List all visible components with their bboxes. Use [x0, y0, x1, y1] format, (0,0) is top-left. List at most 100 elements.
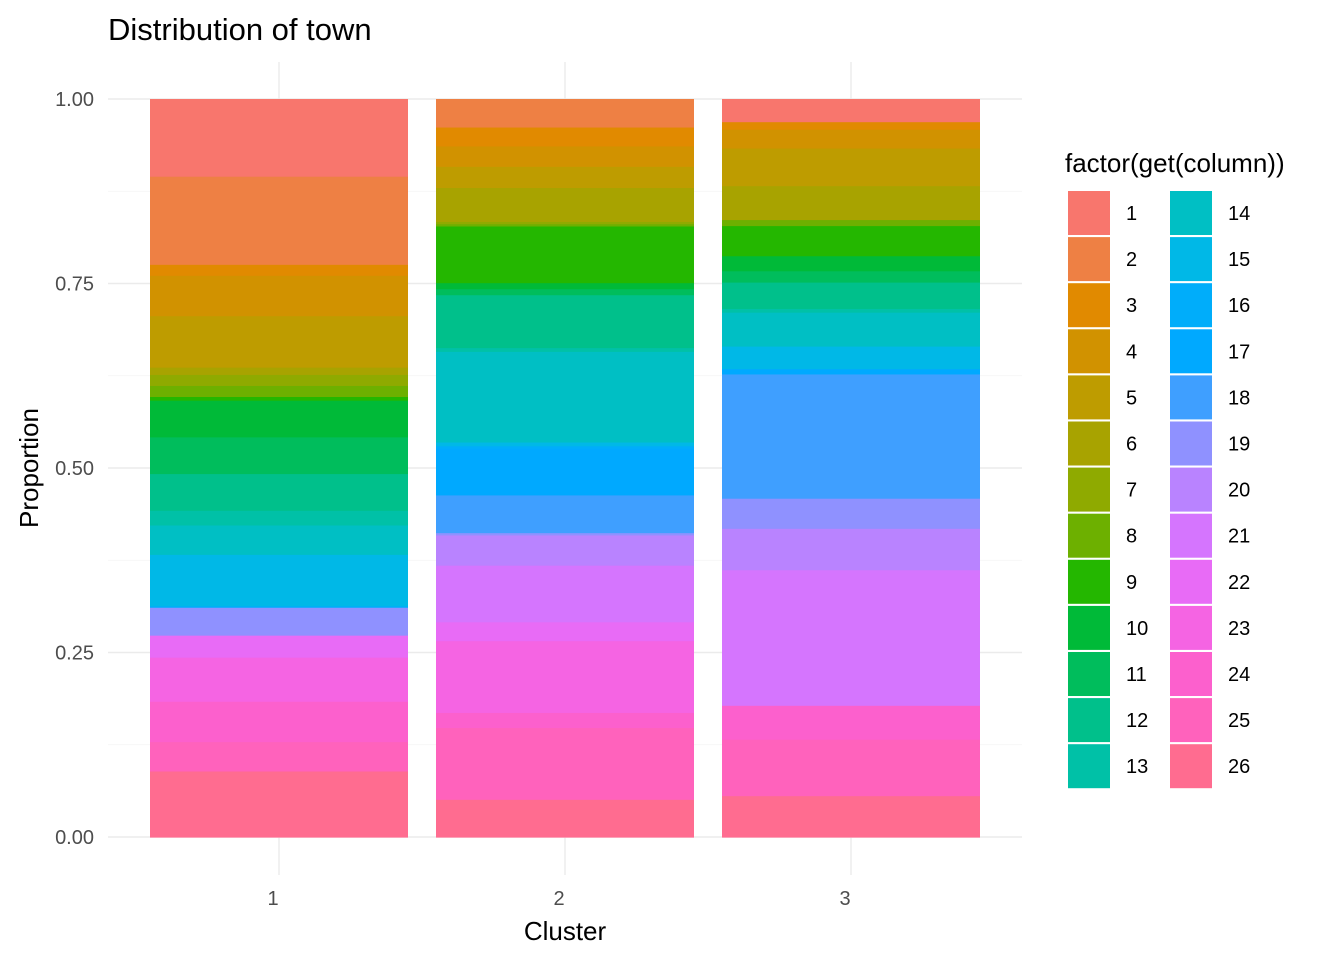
- bar-segment-cluster-1-town-1: [150, 99, 408, 177]
- legend-key-15: [1170, 237, 1212, 282]
- legend-key-2: [1068, 237, 1110, 282]
- legend-key-9: [1068, 559, 1110, 604]
- bar-segment-cluster-1-town-7: [150, 374, 408, 386]
- bar-segment-cluster-2-town-24: [436, 712, 694, 729]
- legend-key-5: [1068, 375, 1110, 420]
- bar-segment-cluster-2-town-11: [436, 288, 694, 296]
- bar-segment-cluster-2-town-22: [436, 621, 694, 642]
- bar-segment-cluster-2-town-16: [436, 445, 694, 449]
- bar-segment-cluster-2-town-2: [436, 99, 694, 128]
- x-tick-label: 2: [553, 888, 564, 910]
- bar-segment-cluster-2-town-13: [436, 347, 694, 352]
- legend-key-18: [1170, 375, 1212, 420]
- legend-label-4: 4: [1126, 341, 1137, 363]
- legend-key-19: [1170, 421, 1212, 466]
- legend-key-24: [1170, 652, 1212, 696]
- bar-segment-cluster-3-town-10: [722, 255, 980, 272]
- bar-segment-cluster-3-town-25: [722, 739, 980, 797]
- bar-segment-cluster-2-town-14: [436, 351, 694, 443]
- legend-key-22: [1170, 559, 1212, 604]
- legend-label-7: 7: [1126, 480, 1137, 502]
- legend-key-11: [1068, 652, 1110, 696]
- bar-segment-cluster-3-town-5: [722, 147, 980, 187]
- x-tick-label: 1: [267, 888, 278, 910]
- bar-segment-cluster-2-town-20: [436, 534, 694, 566]
- legend-key-1: [1068, 191, 1110, 235]
- bar-segment-cluster-1-town-14: [150, 524, 408, 555]
- bar-segment-cluster-1-town-6: [150, 367, 408, 375]
- legend-label-8: 8: [1126, 526, 1137, 548]
- legend-label-5: 5: [1126, 387, 1137, 409]
- x-tick-label: 3: [839, 888, 850, 910]
- legend-label-16: 16: [1228, 295, 1250, 317]
- bar-segment-cluster-1-town-23: [150, 657, 408, 702]
- legend-key-26: [1170, 744, 1212, 789]
- bar-segment-cluster-2-town-7: [436, 221, 694, 225]
- y-axis-title: Proportion: [14, 408, 44, 528]
- bar-segment-cluster-2-town-26: [436, 799, 694, 838]
- legend-label-13: 13: [1126, 756, 1148, 778]
- legend-key-10: [1068, 605, 1110, 650]
- bar-segment-cluster-2-town-8: [436, 223, 694, 227]
- legend-label-24: 24: [1228, 664, 1250, 686]
- bar-segment-cluster-1-town-11: [150, 436, 408, 475]
- bar-segment-cluster-2-town-6: [436, 187, 694, 222]
- legend-label-26: 26: [1228, 756, 1250, 778]
- bar-segment-cluster-1-town-25: [150, 741, 408, 772]
- bar-segment-cluster-2-town-15: [436, 441, 694, 447]
- bar-segment-cluster-1-town-16: [150, 605, 408, 608]
- y-tick-label: 1.00: [55, 89, 94, 111]
- legend-label-2: 2: [1126, 249, 1137, 271]
- bar-segment-cluster-3-town-11: [722, 270, 980, 283]
- y-tick-label: 0.75: [55, 274, 94, 296]
- legend-label-12: 12: [1126, 710, 1148, 732]
- bar-segment-cluster-2-town-9: [436, 225, 694, 284]
- bar-segment-cluster-3-town-18: [722, 373, 980, 499]
- bar-segment-cluster-1-town-9: [150, 396, 408, 401]
- bar-segment-cluster-2-town-21: [436, 565, 694, 623]
- legend-key-4: [1068, 329, 1110, 374]
- bar-segment-cluster-2-town-5: [436, 166, 694, 188]
- x-axis-ticks: 1 2 3: [267, 888, 850, 910]
- legend-label-23: 23: [1228, 618, 1250, 640]
- bar-segment-cluster-3-town-6: [722, 185, 980, 221]
- bar-segment-cluster-1-town-13: [150, 510, 408, 526]
- bar-segment-cluster-1-town-3: [150, 264, 408, 276]
- legend-title: factor(get(column)): [1065, 148, 1285, 178]
- legend-label-15: 15: [1228, 249, 1250, 271]
- bar-segment-cluster-1-town-15: [150, 554, 408, 607]
- bar-segment-cluster-2-town-18: [436, 494, 694, 534]
- bar-segment-cluster-2-town-12: [436, 294, 694, 349]
- legend-label-1: 1: [1126, 203, 1137, 225]
- legend-key-25: [1170, 698, 1212, 743]
- bar-segment-cluster-1-town-4: [150, 275, 408, 317]
- bar-segment-cluster-3-town-24: [722, 705, 980, 740]
- bar-segment-cluster-1-town-24: [150, 701, 408, 743]
- legend-key-8: [1068, 513, 1110, 558]
- bar-segment-cluster-3-town-20: [722, 528, 980, 571]
- legend-label-17: 17: [1228, 341, 1250, 363]
- legend-key-14: [1170, 191, 1212, 235]
- bar-segment-cluster-3-town-3: [722, 121, 980, 130]
- bar-segment-cluster-2-town-4: [436, 145, 694, 167]
- bar-segment-cluster-1-town-19: [150, 607, 408, 636]
- legend-label-10: 10: [1126, 618, 1148, 640]
- legend-label-3: 3: [1126, 295, 1137, 317]
- legend-label-6: 6: [1126, 434, 1137, 456]
- bar-segment-cluster-3-town-8: [722, 219, 980, 227]
- bar-segment-cluster-3-town-14: [722, 312, 980, 347]
- bar-segment-cluster-2-town-25: [436, 727, 694, 800]
- bars: [150, 99, 980, 838]
- bar-segment-cluster-2-town-17: [436, 447, 694, 496]
- legend-key-16: [1170, 283, 1212, 328]
- bar-segment-cluster-1-town-22: [150, 635, 408, 658]
- bar-segment-cluster-3-town-21: [722, 569, 980, 706]
- y-tick-label: 0.50: [55, 458, 94, 480]
- legend: factor(get(column)) 12345678910111213141…: [1065, 148, 1285, 789]
- bar-segment-cluster-3-town-4: [722, 129, 980, 149]
- legend-key-12: [1068, 698, 1110, 743]
- bar-segment-cluster-3-town-1: [722, 99, 980, 123]
- legend-key-20: [1170, 467, 1212, 512]
- bar-segment-cluster-2-town-3: [436, 126, 694, 147]
